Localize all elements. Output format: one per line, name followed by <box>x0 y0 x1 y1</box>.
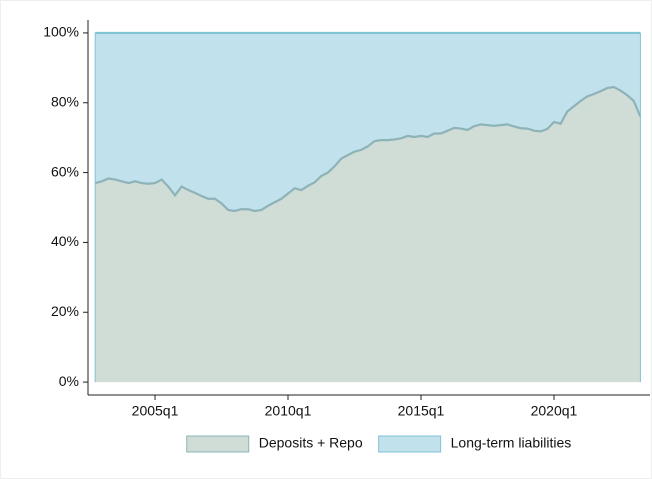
area-fill <box>95 87 641 383</box>
area-line <box>94 85 642 213</box>
legend-swatch <box>378 435 442 453</box>
y-tick-label: 0% <box>59 373 79 389</box>
y-tick-label: 80% <box>51 93 79 109</box>
y-tick-label: 40% <box>51 233 79 249</box>
legend-swatch <box>186 435 250 453</box>
legend-label: Deposits + Repo <box>259 435 363 451</box>
area-fill <box>95 32 641 211</box>
x-tick-label: 2020q1 <box>531 403 578 419</box>
y-tick-label: 20% <box>51 303 79 319</box>
x-tick-label: 2010q1 <box>265 403 312 419</box>
legend-label: Long-term liabilities <box>451 435 572 451</box>
y-tick-label: 100% <box>43 24 79 40</box>
y-tick-label: 60% <box>51 163 79 179</box>
x-tick-label: 2015q1 <box>398 403 445 419</box>
x-tick-label: 2005q1 <box>132 403 179 419</box>
